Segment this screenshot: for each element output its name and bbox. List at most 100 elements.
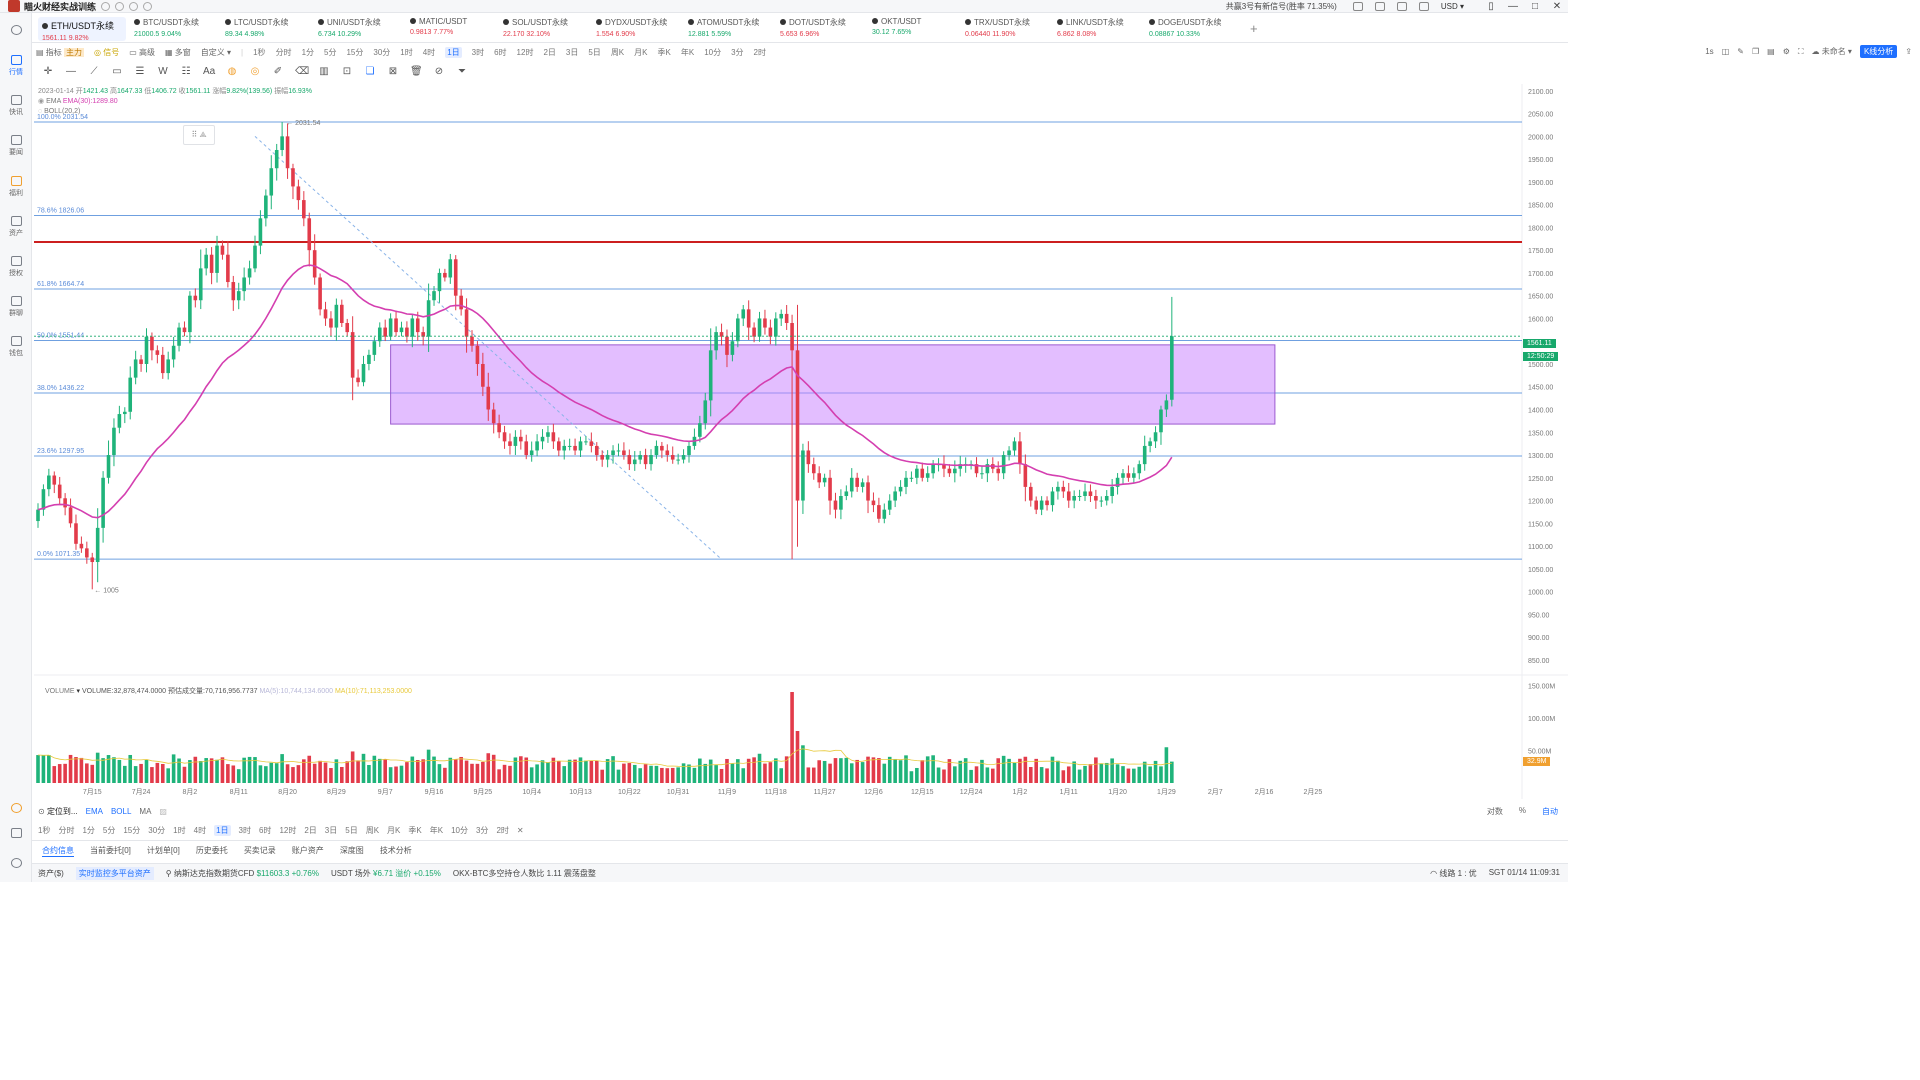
history-icon[interactable] [143,1,153,11]
shirt-icon[interactable] [1396,2,1407,11]
auto-scale-toggle[interactable]: 自动 [1542,806,1558,816]
timeframe-option[interactable]: 年K [680,47,695,57]
layout-icon[interactable]: ▤ [1767,47,1775,56]
tab-uni[interactable]: UNI/USDT永续 6.734 10.29% [318,17,406,41]
timeframe-option[interactable]: 月K [634,47,648,57]
timeframe-option[interactable]: 3分 [731,47,744,57]
timeframe-option[interactable]: 5分 [324,47,337,57]
timeframe-option[interactable]: 1秒 [38,825,51,835]
wave-icon[interactable]: W [158,66,168,77]
brush-icon[interactable]: ✐ [273,66,283,77]
timeframe-option[interactable]: 6时 [258,825,272,835]
sidebar-item-rewards[interactable]: 福利 [0,176,32,198]
tab-matic[interactable]: MATIC/USDT 0.9813 7.77% [410,17,498,41]
tag-ema[interactable]: EMA [85,806,103,816]
okx-ratio-ticker[interactable]: OKX-BTC多空持仓人数比 1.11 震荡盘整 [452,868,596,878]
snapshot-icon[interactable]: ⊠ [388,66,398,77]
sidebar-item-assets[interactable]: 资产 [0,216,32,238]
timeframe-option[interactable]: 30分 [148,825,166,835]
tab-open-orders[interactable]: 当前委托[0] [90,846,131,855]
timeframe-option[interactable]: 1分 [301,47,315,57]
timeframe-option[interactable]: 12时 [279,825,297,835]
timeframe-option[interactable]: 10分 [451,825,468,835]
tab-eth[interactable]: ETH/USDT永续 1561.11 9.82% [38,17,126,42]
magnet-icon[interactable]: ◎ [250,66,260,77]
parallel-lines-icon[interactable]: ☰ [135,66,145,77]
hidden-eye-icon[interactable]: ◌ [38,108,43,115]
tab-link[interactable]: LINK/USDT永续 6.862 8.08% [1057,17,1145,41]
rectangle-icon[interactable]: ▭ [112,66,122,77]
tab-sol[interactable]: SOL/USDT永续 22.170 32.10% [503,17,591,41]
tab-doge[interactable]: DOGE/USDT永续 0.08867 10.33% [1149,17,1237,41]
timeframe-option[interactable]: 周K [610,47,625,57]
layers-icon[interactable]: ❏ [365,66,375,77]
timeframe-option[interactable]: 3时 [238,825,251,835]
timeframe-option[interactable]: 1秒 [253,47,266,57]
timeframe-option[interactable]: 2时 [496,825,509,835]
tab-plan-orders[interactable]: 计划单[0] [146,846,180,855]
sidebar-item-headlines[interactable]: 要闻 [0,135,32,157]
timeframe-option[interactable]: 分时 [275,47,292,57]
chart-area[interactable]: 2100.00 2050.00 2000.00 1950.00 1900.00 1850.… [34,84,1568,806]
signal-notice[interactable]: 共赢3号有新信号(胜率 71.35%) [1225,2,1337,11]
tab-btc[interactable]: BTC/USDT永续 21000.5 9.04% [134,17,222,41]
timeframe-option[interactable]: 5日 [345,825,358,835]
share-chart-icon[interactable]: ⇪ [1905,47,1912,56]
timeframe-option[interactable]: 1时 [400,47,413,57]
close-timeframe-bar-button[interactable]: ✕ [516,825,524,835]
template-icon[interactable]: ▨ [159,806,167,816]
currency-select[interactable]: USD ▾ [1440,2,1464,11]
interval-1s[interactable]: 1s [1705,47,1714,56]
sidebar-item-wallet[interactable]: 钱包 [0,336,32,358]
tab-depth-chart[interactable]: 深度图 [339,846,364,855]
sidebar-item-market[interactable]: 行情 [0,55,32,77]
advanced-button[interactable]: ▭ 高级 [129,47,155,57]
phone-icon[interactable] [0,828,32,840]
timeframe-option[interactable]: 4时 [193,825,207,835]
percent-toggle[interactable]: % [1518,805,1526,815]
tag-ma[interactable]: MA [139,806,152,816]
locate-button[interactable]: ⊙ 定位到... [38,806,78,816]
copy-icon[interactable]: ❐ [1751,47,1760,56]
pen-icon[interactable]: ✎ [1737,47,1744,56]
custom-dropdown[interactable]: 自定义 ▾ [200,47,232,57]
sidebar-item-news[interactable]: 快讯 [0,95,32,117]
sidebar-item-authorize[interactable]: 授权 [0,256,32,278]
fib-icon[interactable]: ☷ [181,66,191,77]
maximize-button[interactable]: □ [1531,1,1539,12]
tab-okt[interactable]: OKT/USDT 30.12 7.65% [872,17,960,41]
timeframe-option[interactable]: 6时 [494,47,507,57]
price-chart-svg[interactable]: 2100.00 2050.00 2000.00 1950.00 1900.00 1850.… [34,84,1568,804]
signal-button[interactable]: ◎ 信号 [94,47,120,57]
eraser-icon[interactable]: ⌫ [295,66,310,77]
timeframe-option[interactable]: 季K [408,825,422,835]
timeframe-option[interactable]: 15分 [346,47,364,57]
minimize-button[interactable]: — [1508,1,1518,12]
horizontal-line-icon[interactable]: — [66,66,76,77]
timeframe-option[interactable]: 5分 [102,825,116,835]
eye-icon[interactable]: ◉ [38,98,45,105]
highlight-icon[interactable]: ◍ [227,66,237,77]
close-circle-icon[interactable] [129,1,139,11]
share-icon[interactable] [101,1,111,11]
heart-icon[interactable] [0,803,32,815]
timeframe-option[interactable]: 1日 [445,46,462,58]
trash-icon[interactable]: 🗑 [410,66,423,77]
text-icon[interactable]: Aa [203,66,216,77]
tab-trx[interactable]: TRX/USDT永续 0.06440 11.90% [965,17,1053,41]
close-button[interactable]: ✕ [1552,1,1562,12]
search-icon[interactable] [1374,2,1385,11]
timeframe-option[interactable]: 15分 [123,825,141,835]
trend-line-icon[interactable]: ⟋ [90,66,98,77]
indicator-button[interactable]: ▤ 指标 主力 [36,47,85,57]
timeframe-option[interactable]: 1分 [82,825,95,835]
tab-dot[interactable]: DOT/USDT永续 5.653 6.96% [780,17,868,41]
tab-atom[interactable]: ATOM/USDT永续 12.881 5.59% [688,17,776,41]
tab-ltc[interactable]: LTC/USDT永续 89.34 4.98% [225,17,313,41]
timeframe-option[interactable]: 3日 [324,825,338,835]
timeframe-option[interactable]: 2日 [304,825,317,835]
gear-icon[interactable]: ⚙ [1782,47,1790,56]
timeframe-option[interactable]: 2日 [543,47,556,57]
layout-name-dropdown[interactable]: ☁ 未命名 ▾ [1811,47,1852,56]
nasdaq-ticker[interactable]: ⚲ 纳斯达克指数期货CFD $11603.3 +0.76% [165,868,319,878]
